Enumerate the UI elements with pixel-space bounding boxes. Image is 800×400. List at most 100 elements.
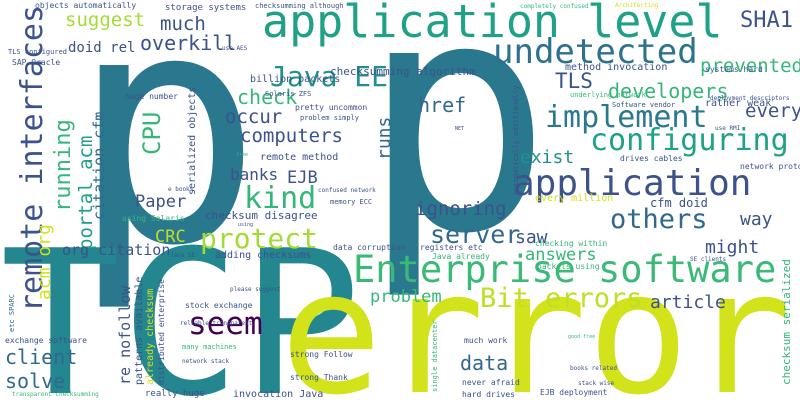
word: kind xyxy=(244,181,316,216)
word: huge number xyxy=(125,92,178,101)
word: remote method xyxy=(260,152,338,163)
word: SHA1 xyxy=(740,8,793,33)
word: free xyxy=(236,152,248,158)
word: already checksum xyxy=(145,289,156,385)
word: prevented xyxy=(700,55,800,77)
word: exchange software xyxy=(5,336,87,345)
word: CRC xyxy=(155,227,186,247)
word: checksumming although xyxy=(255,2,344,10)
word: storage systems xyxy=(165,3,246,13)
word: portal acm xyxy=(75,136,97,250)
word: invocation Java xyxy=(233,389,323,400)
word: reliable transparent xyxy=(180,320,253,327)
word: citation cfm xyxy=(90,112,108,220)
word: data corruption xyxy=(333,243,405,252)
word: ignoring xyxy=(415,198,507,220)
word: p xyxy=(360,0,553,304)
word: Architecting xyxy=(615,2,659,9)
word: much work xyxy=(464,336,508,345)
word: computers xyxy=(240,125,343,147)
word: memory ECC xyxy=(330,198,372,206)
word: Enterprise software xyxy=(353,248,776,291)
word: serialized objects xyxy=(187,87,198,195)
word: suggest xyxy=(65,9,145,31)
word: implement xyxy=(545,100,708,135)
word: billion packets xyxy=(250,74,340,85)
word: much xyxy=(160,13,206,35)
word: patterns available xyxy=(134,277,145,385)
word: network protocol xyxy=(740,162,800,171)
word: href xyxy=(418,93,466,117)
word: etc SPARC xyxy=(8,294,16,332)
word: stock exchange xyxy=(185,301,253,310)
word: stack wise xyxy=(578,380,615,387)
word: registers etc xyxy=(420,243,483,252)
word: method invocation xyxy=(565,62,667,73)
word: checksum serialized xyxy=(780,259,793,385)
word: error xyxy=(280,235,792,400)
word: org citation xyxy=(62,241,170,259)
word: transparent checksumming xyxy=(12,391,99,398)
word: seem xyxy=(188,306,263,342)
word: client xyxy=(5,345,77,369)
word: TCP xyxy=(0,208,361,400)
word: undetected xyxy=(493,32,698,72)
word: application xyxy=(513,163,751,204)
word: check xyxy=(237,85,297,109)
word: application level xyxy=(262,0,723,48)
word: data xyxy=(460,351,508,375)
word: never afraid xyxy=(462,378,520,387)
word: objects automatically xyxy=(35,1,136,10)
word: distributed enterprise xyxy=(157,279,166,385)
word: runs xyxy=(374,117,395,160)
word: many machines xyxy=(182,343,237,351)
word: please suggest xyxy=(230,286,281,293)
word: overkill xyxy=(140,31,236,55)
word: saw xyxy=(515,227,548,248)
word: rather weak xyxy=(705,98,771,109)
word: CPU xyxy=(138,112,166,155)
word: running xyxy=(51,119,76,212)
word: every million xyxy=(535,193,613,204)
word: TLS configured xyxy=(8,48,67,56)
word: Java EE xyxy=(270,60,388,93)
word: SAP Oracle xyxy=(12,58,60,67)
word: strong Thank xyxy=(290,373,348,382)
word: doid rel xyxy=(68,40,135,56)
word: might xyxy=(705,237,759,258)
word: completely confused xyxy=(520,3,589,10)
word: single datacenter xyxy=(431,320,439,392)
word: problem simply xyxy=(300,114,359,122)
word: configuring xyxy=(590,123,789,158)
word: banks xyxy=(230,165,278,184)
word: good free xyxy=(568,334,595,340)
word: acm org xyxy=(34,224,55,300)
word: p xyxy=(70,0,263,316)
word: using Solaris xyxy=(122,214,185,223)
word: Solaris ZFS xyxy=(265,90,311,98)
word: Software vendor xyxy=(612,101,675,109)
word: packets using xyxy=(537,262,600,271)
word: re nofollow xyxy=(116,285,134,385)
word: use AES xyxy=(222,45,248,52)
word: server xyxy=(430,220,520,249)
word: automatically additionally xyxy=(512,85,520,195)
word: adding checksums xyxy=(215,250,311,261)
word: developers xyxy=(608,79,728,103)
word: cfm doid xyxy=(650,196,708,210)
word: remote interfaces xyxy=(15,5,50,312)
word: use RMI xyxy=(715,125,741,132)
word: every xyxy=(745,100,800,122)
word: confused network xyxy=(318,187,376,194)
word: Java already xyxy=(432,252,490,261)
word: occur xyxy=(225,106,282,128)
word: hard drives xyxy=(462,390,515,399)
word: solve xyxy=(5,369,65,393)
word: really huge xyxy=(145,389,205,399)
word: NET xyxy=(455,126,464,132)
word: Paper xyxy=(135,192,186,212)
word: books related xyxy=(570,365,617,372)
